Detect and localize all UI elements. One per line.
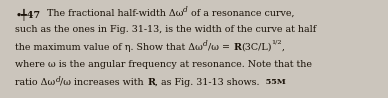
Text: of a resonance curve,: of a resonance curve, [188,9,294,18]
Text: d: d [203,40,208,49]
Text: 1/2: 1/2 [272,39,282,44]
Text: ,: , [282,43,285,52]
Text: such as the ones in Fig. 31-13, is the width of the curve at half: such as the ones in Fig. 31-13, is the w… [16,25,317,34]
Text: The fractional half-width Δω: The fractional half-width Δω [40,9,183,18]
Text: the maximum value of η. Show that Δω: the maximum value of η. Show that Δω [16,43,203,52]
Text: /ω increases with: /ω increases with [61,78,147,87]
Text: (3C/L): (3C/L) [241,43,272,52]
Text: •╇47: •╇47 [16,9,40,21]
Text: d: d [183,6,188,14]
Text: , as Fig. 31-13 shows.: , as Fig. 31-13 shows. [155,78,260,87]
Text: R: R [147,78,155,87]
Text: where ω is the angular frequency at resonance. Note that the: where ω is the angular frequency at reso… [16,60,312,69]
Text: R: R [233,43,241,52]
Text: /ω =: /ω = [208,43,233,52]
Text: 55M: 55M [260,78,285,86]
Text: ratio Δω: ratio Δω [16,78,55,87]
Text: d: d [55,76,61,84]
